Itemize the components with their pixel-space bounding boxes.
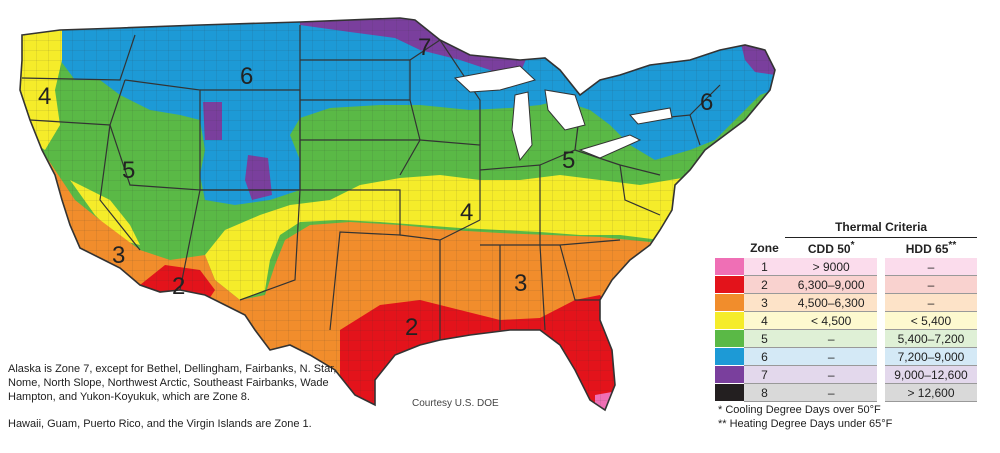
legend-row: 5–5,400–7,200 bbox=[715, 329, 977, 348]
legend-gap bbox=[877, 330, 885, 348]
legend-cdd: 6,300–9,000 bbox=[785, 275, 878, 294]
legend-zone: 4 bbox=[743, 311, 786, 330]
legend-zone: 8 bbox=[743, 383, 786, 402]
legend-row: 6–7,200–9,000 bbox=[715, 347, 977, 366]
legend-hdd: – bbox=[884, 275, 977, 294]
legend-zone: 6 bbox=[743, 347, 786, 366]
map-zone-label: 2 bbox=[172, 273, 185, 300]
legend-row: 2 6,300–9,000– bbox=[715, 275, 977, 294]
legend-header-cdd: CDD 50* bbox=[807, 240, 855, 256]
great-lakes bbox=[453, 65, 673, 162]
credit-line: Courtesy U.S. DOE bbox=[412, 398, 499, 409]
legend-cdd: – bbox=[785, 329, 878, 348]
hawaii-note: Hawaii, Guam, Puerto Rico, and the Virgi… bbox=[8, 418, 312, 430]
zone-swatch bbox=[715, 365, 744, 384]
zone-swatch bbox=[715, 311, 744, 330]
legend-title: Thermal Criteria bbox=[785, 216, 977, 238]
legend-row: 8– > 12,600 bbox=[715, 383, 977, 402]
legend-zone: 2 bbox=[743, 275, 786, 294]
legend-cdd: – bbox=[785, 365, 878, 384]
zone-legend: Thermal Criteria Zone CDD 50* HDD 65** 1… bbox=[715, 216, 977, 402]
map-zone-label: 5 bbox=[122, 157, 135, 184]
zone-swatch bbox=[715, 293, 744, 312]
legend-hdd: – bbox=[884, 293, 977, 312]
zone-swatch bbox=[715, 258, 744, 276]
legend-header-hdd: HDD 65** bbox=[905, 240, 957, 256]
legend-hdd: – bbox=[884, 258, 977, 276]
map-zone-label: 7 bbox=[418, 34, 431, 61]
legend-hdd: > 12,600 bbox=[884, 383, 977, 402]
map-zone-label: 2 bbox=[405, 314, 418, 341]
map-zone-label: 5 bbox=[562, 147, 575, 174]
legend-zone: 1 bbox=[743, 258, 786, 276]
legend-cdd: – bbox=[785, 383, 878, 402]
map-zone-label: 3 bbox=[112, 242, 125, 269]
map-zone-label: 4 bbox=[460, 199, 473, 226]
legend-table: Thermal Criteria Zone CDD 50* HDD 65** 1… bbox=[715, 216, 977, 402]
legend-gap bbox=[877, 276, 885, 294]
legend-zone: 5 bbox=[743, 329, 786, 348]
legend-cdd: – bbox=[785, 347, 878, 366]
zone-swatch bbox=[715, 383, 744, 402]
map-zone-label: 6 bbox=[240, 63, 253, 90]
zone-swatch bbox=[715, 329, 744, 348]
legend-hdd: < 5,400 bbox=[884, 311, 977, 330]
footnote-cdd: * Cooling Degree Days over 50°F bbox=[718, 404, 881, 416]
legend-gap bbox=[877, 294, 885, 312]
legend-cdd: > 9000 bbox=[785, 258, 878, 276]
footnotes: * Cooling Degree Days over 50°F ** Heati… bbox=[718, 403, 892, 431]
legend-zone: 7 bbox=[743, 365, 786, 384]
legend-zone: 3 bbox=[743, 293, 786, 312]
alaska-note: Alaska is Zone 7, except for Bethel, Del… bbox=[8, 363, 337, 403]
footnote-hdd: ** Heating Degree Days under 65°F bbox=[718, 418, 893, 430]
zone-swatch bbox=[715, 275, 744, 294]
map-zone-label: 3 bbox=[514, 270, 527, 297]
legend-header-zone: Zone bbox=[750, 240, 779, 255]
legend-row: 1 > 9000– bbox=[715, 258, 977, 276]
legend-hdd: 7,200–9,000 bbox=[884, 347, 977, 366]
legend-gap bbox=[877, 366, 885, 384]
legend-hdd: 9,000–12,600 bbox=[884, 365, 977, 384]
map-zone-label: 6 bbox=[700, 89, 713, 116]
legend-cdd: 4,500–6,300 bbox=[785, 293, 878, 312]
legend-hdd: 5,400–7,200 bbox=[884, 329, 977, 348]
legend-gap bbox=[877, 384, 885, 402]
legend-row: 4 < 4,500 < 5,400 bbox=[715, 311, 977, 330]
zone-swatch bbox=[715, 347, 744, 366]
legend-cdd: < 4,500 bbox=[785, 311, 878, 330]
legend-row: 3 4,500–6,300– bbox=[715, 293, 977, 312]
legend-gap bbox=[877, 312, 885, 330]
legend-row: 7–9,000–12,600 bbox=[715, 365, 977, 384]
map-zone-label: 4 bbox=[38, 83, 51, 110]
legend-gap bbox=[877, 258, 885, 276]
legend-gap bbox=[877, 348, 885, 366]
